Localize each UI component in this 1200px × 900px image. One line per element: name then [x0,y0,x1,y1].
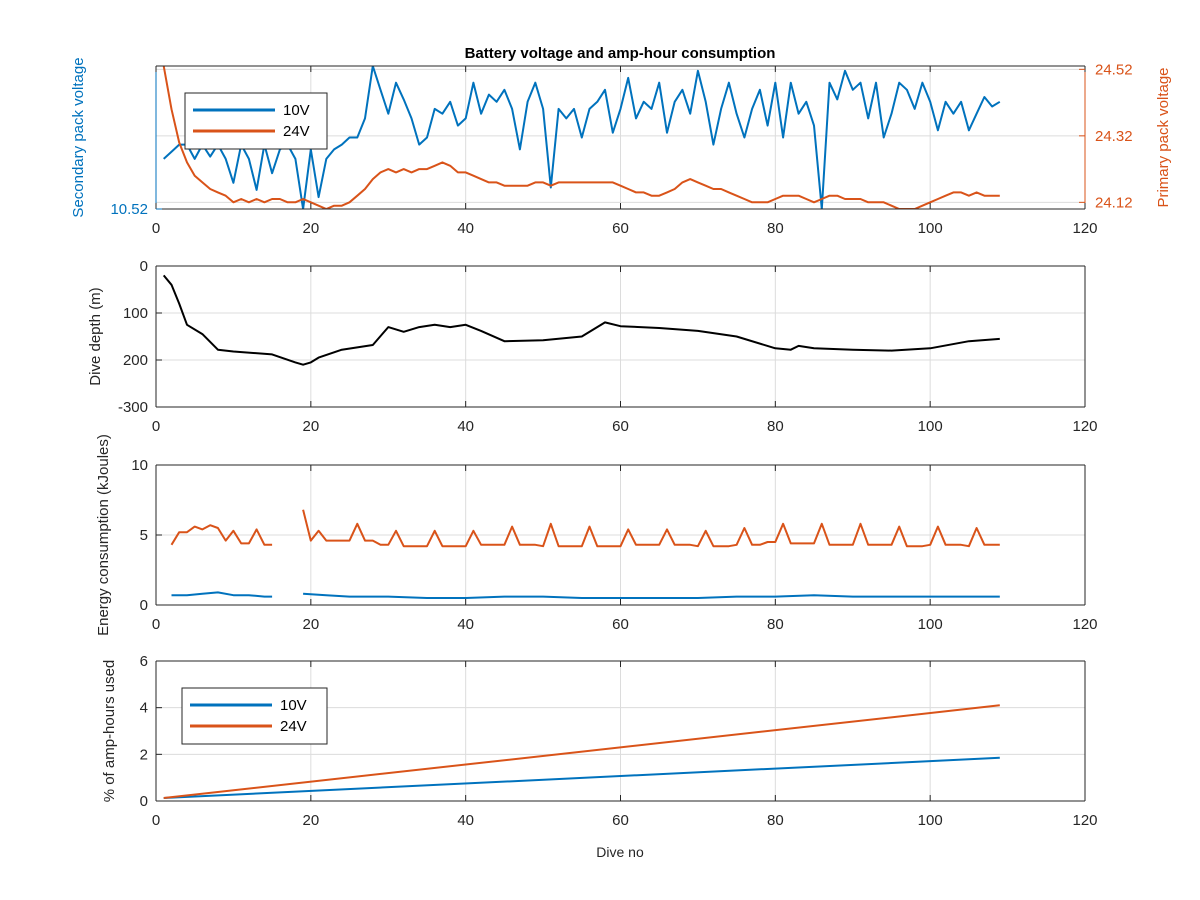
x-tick-label: 100 [918,418,943,435]
x-tick-label: 120 [1072,812,1097,829]
x-tick-label: 80 [767,812,784,829]
series-line-10v [163,66,1001,209]
y-tick-label: 10 [131,457,148,474]
series-line-1-0 [162,274,1000,366]
subplot-depth: 0 20 40 60 80 100 120 0 100 200 -300 Dive depth (m) [87,258,1098,435]
x-axis-label: Dive no [596,844,644,860]
y-axis-label: Energy consumption (kJoules) [95,434,112,636]
series-line-2-1 [302,509,1000,548]
subplot-energy: 0 20 40 60 80 100 120 0 5 10 Energy consumption (k… [95,434,1098,636]
y-tick-label: 6 [140,653,148,670]
x-tick-label: 60 [612,220,629,237]
y-right-tick-label: 24.12 [1095,194,1133,211]
subplot-voltage: 0 20 40 60 80 100 120 10.52 24.12 24.32 24.52 Secon… [70,57,1172,237]
x-tick-label: 120 [1072,418,1097,435]
x-tick-label: 20 [302,220,319,237]
y-axis-label: Secondary pack voltage [70,57,87,217]
legend-label-24v: 24V [280,718,307,735]
y-tick-label: 4 [140,700,148,717]
y-axis-label: % of amp-hours used [101,660,118,803]
y-tick-label: 0 [140,258,148,275]
y-tick-label: 0 [140,793,148,810]
series-line-2-0 [170,524,273,546]
x-tick-label: 80 [767,418,784,435]
series-line-2-2 [171,591,273,598]
x-tick-label: 100 [918,812,943,829]
x-tick-label: 40 [457,418,474,435]
x-tick-label: 100 [918,616,943,633]
x-tick-label: 80 [767,220,784,237]
x-tick-label: 0 [152,812,160,829]
x-tick-label: 0 [152,220,160,237]
x-tick-label: 40 [457,220,474,237]
series-line-24v [162,66,1000,209]
x-tick-label: 0 [152,418,160,435]
x-tick-label: 80 [767,616,784,633]
x-tick-label: 120 [1072,616,1097,633]
x-tick-label: 60 [612,418,629,435]
y-tick-label: -300 [118,399,148,416]
y-tick-label: 5 [140,527,148,544]
series-line-2-3 [303,592,1000,599]
x-tick-label: 20 [302,812,319,829]
x-tick-label: 40 [457,616,474,633]
legend-box [181,687,328,745]
y-tick-label: 100 [123,305,148,322]
y-tick-label: 200 [123,352,148,369]
x-tick-label: 60 [612,616,629,633]
figure-title: Battery voltage and amp-hour consumption [465,45,776,62]
legend-label-10v: 10V [280,697,307,714]
x-tick-label: 60 [612,812,629,829]
x-tick-label: 100 [918,220,943,237]
series-line-10v [163,756,1000,799]
x-tick-label: 20 [302,616,319,633]
y-axis-label: Dive depth (m) [87,287,104,385]
legend-label-24v: 24V [283,123,310,140]
x-tick-label: 40 [457,812,474,829]
legend-box [184,92,328,150]
y-tick-label: 2 [140,746,148,763]
x-tick-label: 120 [1072,220,1097,237]
y-right-axis-label: Primary pack voltage [1155,67,1172,207]
x-tick-label: 0 [152,616,160,633]
series-line-24v [163,704,1000,799]
y-right-tick-label: 24.52 [1095,61,1133,78]
legend-label-10v: 10V [283,102,310,119]
x-tick-label: 20 [302,418,319,435]
y-tick-label: 0 [140,597,148,614]
subplot-amphours: 0 20 40 60 80 100 120 0 2 4 6 % of amp-hours used 10… [101,653,1098,829]
y-right-tick-label: 24.32 [1095,128,1133,145]
y-tick-label: 10.52 [110,201,148,218]
